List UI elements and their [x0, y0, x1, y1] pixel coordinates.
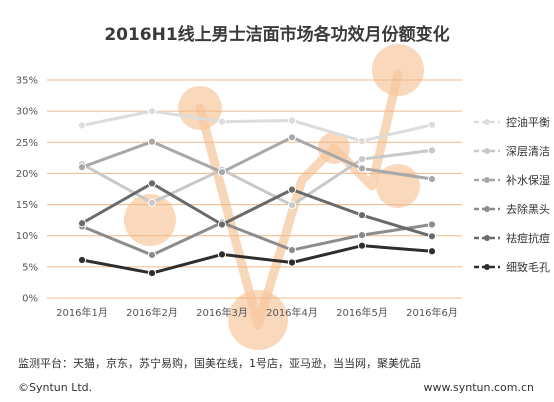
data-point — [287, 116, 297, 125]
series-2 — [77, 146, 437, 210]
data-point — [357, 155, 367, 164]
legend-item-6: 细致毛孔 — [474, 260, 550, 274]
legend-label: 控油平衡 — [506, 115, 550, 129]
data-point — [427, 247, 437, 256]
y-tick-label: 20% — [16, 169, 38, 180]
data-point — [427, 120, 437, 129]
x-tick-label: 2016年3月 — [196, 306, 248, 319]
data-point — [77, 121, 87, 130]
data-point — [147, 179, 157, 188]
data-point — [147, 250, 157, 260]
y-tick-label: 25% — [16, 138, 38, 149]
data-point — [217, 117, 227, 126]
data-point — [287, 133, 297, 142]
data-point — [147, 268, 157, 278]
series-line — [80, 181, 434, 238]
legend-label: 去除黑头 — [506, 202, 550, 216]
legend-item-1: 控油平衡 — [474, 115, 550, 129]
data-point — [77, 163, 87, 172]
legend-swatch-dot — [484, 177, 490, 183]
y-tick-label: 35% — [16, 76, 38, 87]
platforms-note: 监测平台：天猫，京东，苏宁易购，国美在线，1号店，亚马逊，当当网，聚美优品 — [18, 357, 421, 370]
watermark-dot-1 — [124, 194, 176, 246]
data-point — [427, 220, 437, 229]
y-tick-label: 5% — [22, 262, 38, 273]
website-text: www.syntun.com.cn — [423, 381, 534, 394]
legend-label: 深层清洁 — [506, 145, 550, 158]
data-point — [217, 220, 227, 229]
y-axis-ticks: 0% 5% 10% 15% 20% 25% 30% 35% — [16, 76, 38, 305]
data-point — [147, 137, 157, 146]
series-line — [80, 135, 434, 181]
chart-title: 2016H1线上男士洁面市场各功效月份额变化 — [104, 25, 450, 45]
data-point — [357, 211, 367, 220]
watermark-dot-3 — [318, 132, 350, 164]
y-tick-label: 10% — [16, 231, 38, 242]
data-point — [147, 107, 157, 116]
legend-item-3: 补水保湿 — [474, 173, 550, 187]
copyright-text: ©Syntun Ltd. — [18, 381, 93, 394]
x-tick-label: 2016年5月 — [336, 306, 388, 319]
data-point — [357, 164, 367, 173]
data-point — [357, 136, 367, 146]
legend-item-4: 去除黑头 — [474, 202, 550, 216]
data-point — [287, 245, 297, 255]
x-tick-label: 2016年2月 — [126, 306, 178, 319]
series-line — [80, 148, 434, 207]
legend-swatch-dot — [484, 264, 490, 270]
watermark-dot-4 — [372, 44, 424, 96]
data-point — [427, 174, 437, 184]
watermark-stroke — [195, 69, 403, 330]
data-point — [287, 201, 297, 210]
series-3 — [77, 133, 437, 184]
data-point — [217, 168, 227, 177]
data-point — [77, 219, 87, 228]
x-axis-ticks: 2016年1月 2016年2月 2016年3月 2016年4月 2016年5月 2016年… — [56, 306, 458, 319]
watermark-logo — [124, 44, 424, 350]
legend-swatch-dot — [484, 119, 490, 125]
legend-item-2: 深层清洁 — [474, 145, 550, 158]
series-1 — [77, 107, 437, 146]
watermark-dot-2 — [228, 290, 288, 350]
series-lines — [77, 107, 437, 278]
series-line — [80, 221, 434, 257]
data-point — [357, 230, 367, 240]
x-tick-label: 2016年4月 — [266, 306, 318, 319]
series-5 — [77, 179, 437, 241]
series-6 — [77, 241, 437, 278]
data-point — [217, 250, 227, 259]
legend-swatch-dot — [484, 148, 490, 154]
legend-swatch-dot — [484, 206, 490, 212]
y-tick-label: 15% — [16, 200, 38, 211]
x-tick-label: 2016年6月 — [406, 306, 458, 319]
y-tick-label: 0% — [22, 294, 38, 305]
x-tick-label: 2016年1月 — [56, 306, 108, 319]
data-point — [427, 146, 437, 155]
line-chart: 0%5%10%15%20%25%30%35% 2016年1月 2016年2月 201… — [16, 44, 550, 350]
legend-item-5: 祛痘抗痘 — [474, 231, 550, 245]
watermark-dot-0 — [178, 86, 222, 130]
series-line — [80, 109, 434, 143]
legend-swatch-dot — [484, 235, 490, 241]
y-tick-label: 30% — [16, 107, 38, 118]
data-point — [357, 241, 367, 250]
data-point — [427, 232, 437, 241]
data-point — [287, 258, 297, 267]
legend-label: 补水保湿 — [506, 173, 550, 187]
data-point — [77, 255, 87, 265]
data-point — [287, 185, 297, 194]
legend-label: 细致毛孔 — [506, 260, 550, 274]
data-point — [147, 198, 157, 207]
legend-label: 祛痘抗痘 — [506, 231, 550, 245]
series-line — [80, 244, 434, 275]
